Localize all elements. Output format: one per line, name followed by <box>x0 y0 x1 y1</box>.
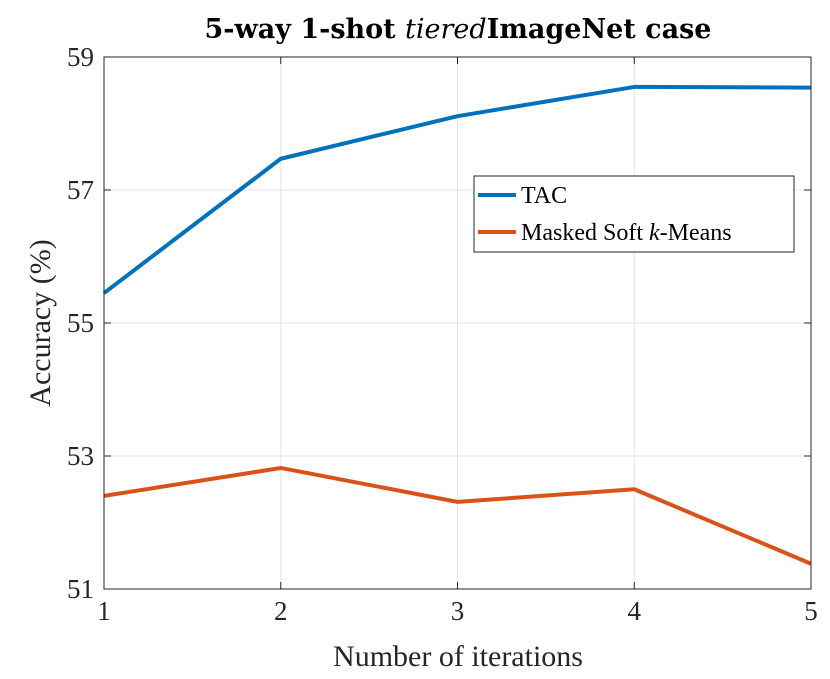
chart-title: 5-way 1-shot tieredImageNet case <box>205 14 712 45</box>
legend-label-masked: Masked Soft k-Means <box>521 220 732 246</box>
legend: TAC Masked Soft k-Means <box>473 175 795 253</box>
x-tick-label: 3 <box>451 596 465 626</box>
y-axis-label: Accuracy (%) <box>24 239 57 406</box>
legend-box <box>473 175 795 253</box>
legend-label-tac: TAC <box>521 183 567 209</box>
legend-label-masked-prefix: Masked Soft <box>521 220 649 246</box>
axis-ticks: 1 2 3 4 5 51 53 55 57 59 <box>67 42 818 626</box>
x-tick-label: 2 <box>274 596 288 626</box>
y-tick-label: 51 <box>67 574 94 604</box>
y-tick-label: 55 <box>67 308 94 338</box>
y-tick-label: 53 <box>67 441 94 471</box>
legend-label-masked-suffix: -Means <box>660 220 732 246</box>
x-tick-label: 1 <box>97 596 111 626</box>
chart-title-suffix: ImageNet case <box>487 14 712 45</box>
chart-title-prefix: 5-way 1-shot <box>205 14 406 45</box>
legend-label-masked-italic: k <box>649 220 660 246</box>
x-tick-label: 5 <box>804 596 818 626</box>
x-axis-label: Number of iterations <box>333 640 583 673</box>
y-tick-label: 57 <box>67 175 94 205</box>
y-tick-label: 59 <box>67 42 94 72</box>
x-tick-label: 4 <box>628 596 642 626</box>
chart-title-italic: tiered <box>405 14 487 45</box>
